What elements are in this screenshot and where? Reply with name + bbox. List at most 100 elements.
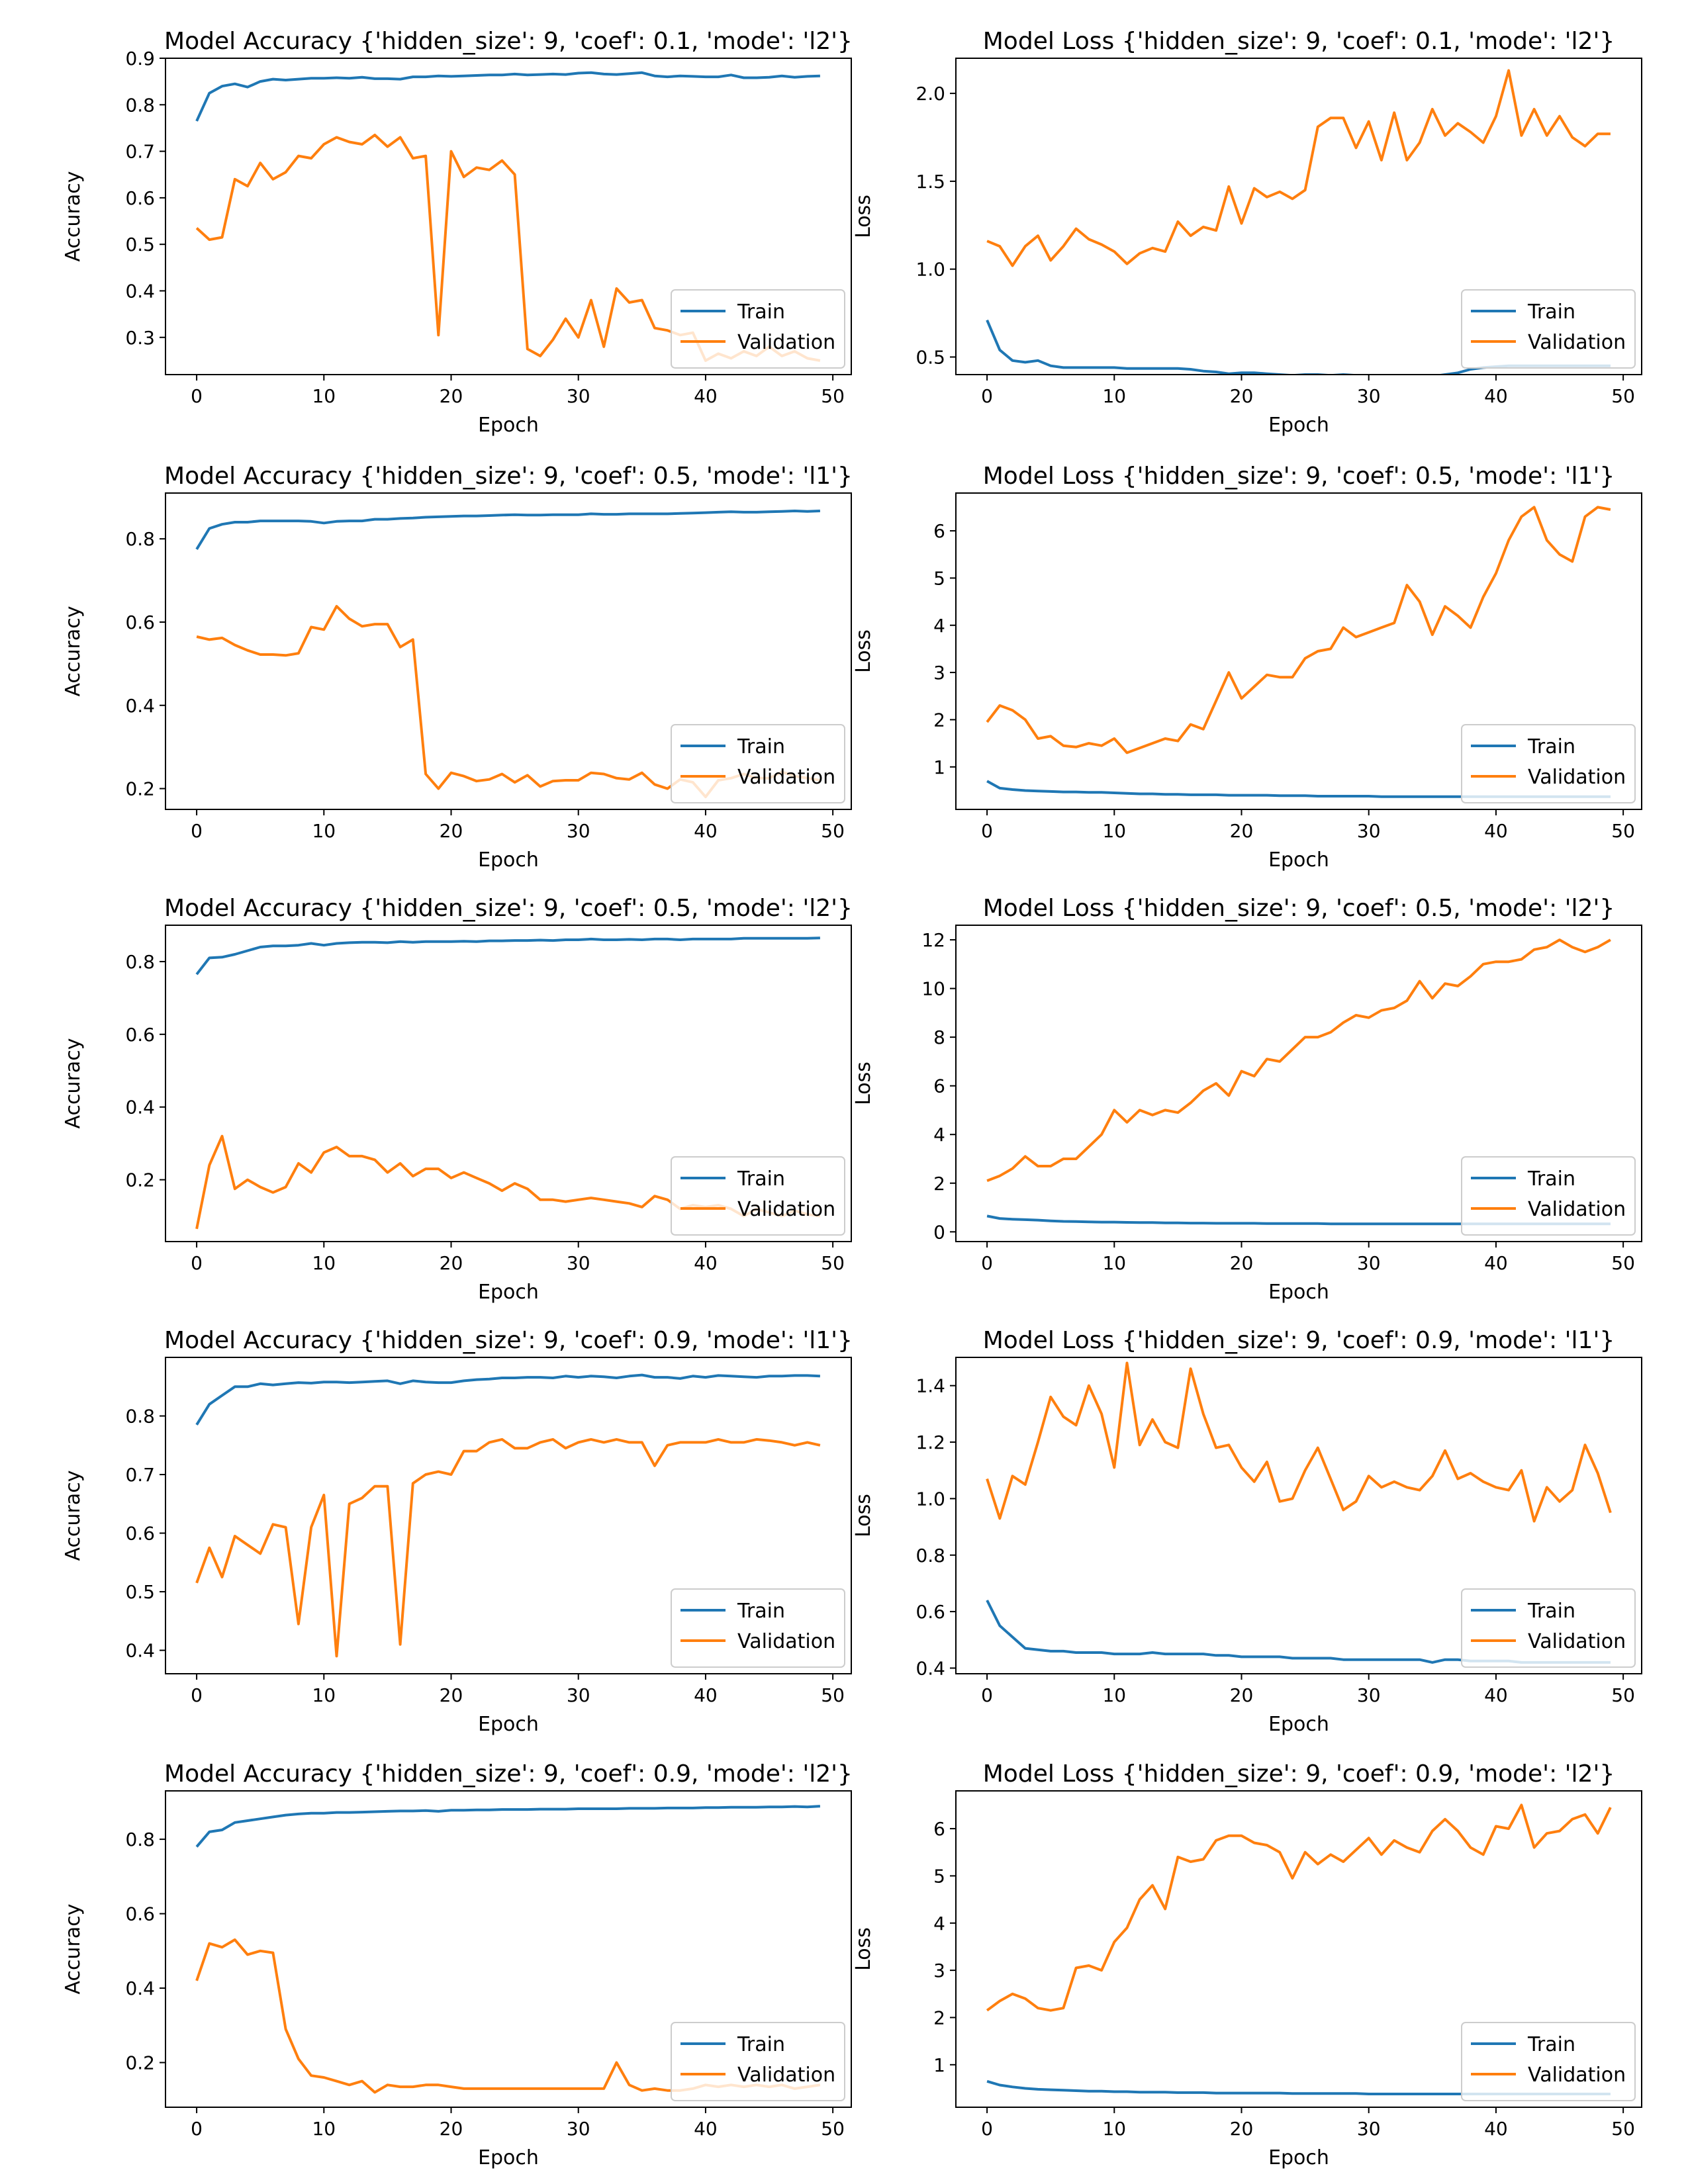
x-axis-label: Epoch (1268, 2146, 1329, 2169)
x-tick-label: 50 (821, 385, 845, 407)
y-tick-label: 2 (933, 709, 945, 731)
x-tick-label: 50 (1611, 2118, 1635, 2140)
chart-panel-9: Model Accuracy {'hidden_size': 9, 'coef'… (62, 1760, 853, 2169)
x-tick-label: 50 (821, 1252, 845, 1274)
y-tick-label: 6 (933, 1818, 945, 1840)
y-tick-label: 4 (933, 1124, 945, 1146)
y-tick-label: 0.6 (125, 187, 155, 209)
legend-label: Train (1527, 1167, 1575, 1191)
y-tick-label: 12 (921, 929, 945, 951)
legend-box (671, 1156, 845, 1236)
chart-title: Model Loss {'hidden_size': 9, 'coef': 0.… (983, 463, 1615, 490)
y-axis-label: Loss (852, 1494, 875, 1537)
chart-title: Model Accuracy {'hidden_size': 9, 'coef'… (164, 1327, 853, 1354)
x-tick-label: 10 (312, 1252, 336, 1274)
legend-box (1461, 1156, 1636, 1236)
x-tick-label: 40 (694, 1684, 718, 1706)
x-tick-label: 30 (567, 1252, 590, 1274)
legend: Train Validation (1461, 2022, 1636, 2101)
legend-label: Validation (1528, 1198, 1626, 1221)
x-tick-label: 10 (312, 1684, 336, 1706)
series-line-validation (986, 1361, 1612, 1523)
y-tick-label: 0.8 (125, 94, 155, 116)
legend-box (671, 724, 845, 803)
series-line-validation (986, 506, 1611, 754)
x-tick-label: 10 (1102, 385, 1126, 407)
y-tick-label: 1 (933, 756, 945, 778)
y-tick-label: 4 (933, 615, 945, 637)
x-tick-label: 50 (1611, 820, 1635, 842)
x-tick-label: 30 (1357, 385, 1381, 407)
y-tick-label: 0.5 (915, 346, 945, 368)
x-tick-label: 50 (821, 1684, 845, 1706)
y-tick-label: 8 (933, 1026, 945, 1048)
x-tick-label: 0 (191, 385, 203, 407)
y-axis-label: Accuracy (62, 1038, 85, 1129)
x-tick-label: 0 (191, 820, 203, 842)
x-tick-label: 0 (981, 1684, 993, 1706)
y-tick-label: 6 (933, 520, 945, 542)
legend: Train Validation (1461, 1588, 1636, 1668)
x-tick-label: 40 (1484, 2118, 1508, 2140)
legend-label: Validation (737, 331, 835, 354)
chart-panel-7: Model Accuracy {'hidden_size': 9, 'coef'… (62, 1327, 853, 1736)
x-tick-label: 10 (312, 385, 336, 407)
series-line-train (195, 936, 820, 976)
x-axis-label: Epoch (1268, 414, 1329, 437)
x-tick-label: 50 (1611, 1684, 1635, 1706)
x-tick-label: 10 (1102, 2118, 1126, 2140)
x-tick-label: 0 (191, 1684, 203, 1706)
chart-panel-2: Model Loss {'hidden_size': 9, 'coef': 0.… (852, 28, 1642, 437)
x-tick-label: 10 (1102, 1684, 1126, 1706)
y-axis-label: Accuracy (62, 606, 85, 697)
legend: Train Validation (1461, 289, 1636, 369)
series-line-validation (195, 1437, 821, 1658)
y-tick-label: 5 (933, 1865, 945, 1887)
legend-label: Validation (737, 2064, 835, 2087)
legend-box (671, 1588, 845, 1668)
chart-panel-6: Model Loss {'hidden_size': 9, 'coef': 0.… (852, 895, 1642, 1304)
y-tick-label: 0.5 (125, 234, 155, 255)
legend-label: Validation (1528, 766, 1626, 789)
axes-frame (165, 925, 852, 1242)
legend-label: Validation (1528, 1630, 1626, 1653)
legend-label: Train (737, 300, 785, 324)
series-line-validation (986, 1803, 1612, 2012)
x-tick-label: 20 (440, 820, 463, 842)
x-tick-label: 10 (312, 820, 336, 842)
x-tick-label: 50 (1611, 1252, 1635, 1274)
series-line-train (195, 1373, 820, 1426)
x-tick-label: 30 (1357, 1684, 1381, 1706)
x-tick-label: 40 (694, 385, 718, 407)
x-tick-label: 50 (821, 820, 845, 842)
x-tick-label: 50 (821, 2118, 845, 2140)
y-tick-label: 0.3 (125, 327, 155, 349)
chart-panel-10: Model Loss {'hidden_size': 9, 'coef': 0.… (852, 1760, 1642, 2169)
y-tick-label: 0.8 (125, 1829, 155, 1850)
chart-panel-5: Model Accuracy {'hidden_size': 9, 'coef'… (62, 895, 853, 1304)
y-tick-label: 0.6 (915, 1601, 945, 1623)
axes-frame (955, 925, 1642, 1242)
series-line-train (195, 1805, 821, 1848)
series-line-validation (986, 938, 1611, 1182)
legend: Train Validation (671, 289, 845, 369)
axes-frame (165, 492, 852, 810)
y-axis-label: Accuracy (62, 1471, 85, 1561)
x-tick-label: 30 (567, 1684, 590, 1706)
y-tick-label: 1.0 (915, 1488, 945, 1510)
y-tick-label: 0.5 (125, 1581, 155, 1603)
x-tick-label: 30 (1357, 1252, 1381, 1274)
series-line-validation (986, 69, 1611, 267)
y-axis-label: Loss (852, 1927, 875, 1971)
x-tick-label: 10 (1102, 1252, 1126, 1274)
chart-panel-3: Model Accuracy {'hidden_size': 9, 'coef'… (62, 463, 853, 872)
y-tick-label: 2 (933, 1173, 945, 1195)
axes-frame (955, 1357, 1642, 1674)
x-tick-label: 30 (1357, 2118, 1381, 2140)
y-axis-label: Accuracy (62, 1904, 85, 1995)
y-axis-label: Accuracy (62, 171, 85, 262)
y-tick-label: 10 (921, 978, 945, 1000)
legend-label: Validation (737, 1198, 835, 1221)
x-axis-label: Epoch (478, 1281, 539, 1304)
y-tick-label: 0.7 (125, 1464, 155, 1486)
